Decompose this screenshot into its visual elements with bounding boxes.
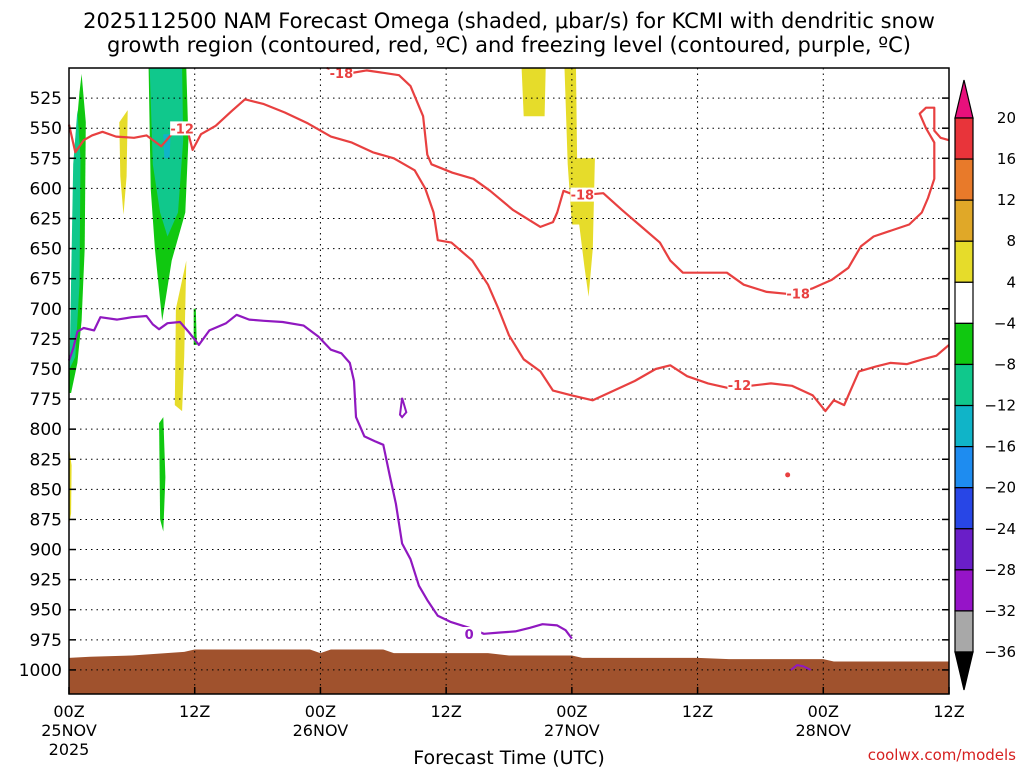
y-tick-label-675: 675 bbox=[30, 270, 62, 290]
x-tick-label-3: 12Z bbox=[430, 702, 461, 721]
freezing-contour-small bbox=[398, 397, 408, 419]
contour-label-bg--18-1 bbox=[570, 187, 595, 202]
y-tick-label-750: 750 bbox=[30, 360, 62, 380]
colorbar-label-8: 8 bbox=[1006, 232, 1016, 250]
colorbar-box-8 bbox=[954, 446, 974, 489]
colorbar-label-12: 12 bbox=[997, 191, 1016, 209]
colorbar-box-10 bbox=[954, 528, 974, 571]
plot-frame bbox=[68, 67, 950, 695]
omega-region-9 bbox=[159, 417, 166, 532]
colorbar-box-5 bbox=[954, 322, 974, 366]
x-tick-label-2: 00Z bbox=[305, 702, 336, 721]
colorbar-label-16: 16 bbox=[997, 150, 1016, 168]
colorbar-bottom-triangle bbox=[954, 651, 974, 691]
y-tick-label-650: 650 bbox=[30, 240, 62, 260]
contour-label--18-1: -18 bbox=[571, 189, 595, 204]
y-tick-label-950: 950 bbox=[30, 601, 62, 621]
y-tick-label-825: 825 bbox=[30, 450, 62, 470]
colorbar: 20 16 12 8 4 −4 −8 −12 −16 −20 −24 −28 −32 −36 bbox=[954, 79, 1016, 691]
y-tick-label-775: 775 bbox=[30, 390, 62, 410]
y-tick-label-700: 700 bbox=[30, 300, 62, 320]
x-tick-label-1: 12Z bbox=[179, 702, 210, 721]
x-tick-date-6: 28NOV bbox=[795, 721, 851, 740]
contour-label-0-0: 0 bbox=[465, 628, 474, 643]
x-tick-date-2: 26NOV bbox=[293, 721, 349, 740]
y-tick-label-800: 800 bbox=[30, 420, 62, 440]
colorbar-label--16: −16 bbox=[984, 438, 1016, 456]
contour-layer: -12 -12 -18 -18 -18 0 bbox=[67, 66, 950, 671]
y-tick-label-625: 625 bbox=[30, 209, 62, 229]
colorbar-label-20: 20 bbox=[997, 109, 1016, 127]
colorbar-box-4 bbox=[954, 281, 974, 324]
x-tick-date-4: 27NOV bbox=[544, 721, 600, 740]
colorbar-label--20: −20 bbox=[984, 479, 1016, 497]
colorbar-box-1 bbox=[954, 158, 974, 201]
colorbar-box-0 bbox=[954, 117, 974, 160]
contour-label-bg--18-0 bbox=[329, 66, 354, 81]
y-tick-label-875: 875 bbox=[30, 510, 62, 530]
x-tick-label-0: 00Z bbox=[53, 702, 84, 721]
omega-region-1 bbox=[69, 110, 81, 369]
colorbar-label-4: 4 bbox=[1006, 273, 1016, 291]
terrain-fill bbox=[69, 649, 949, 694]
x-tick-year-0: 2025 bbox=[49, 740, 90, 759]
dgz-contour-dot bbox=[785, 472, 791, 478]
grid-layer bbox=[69, 68, 949, 694]
colorbar-box-2 bbox=[954, 199, 974, 242]
y-tick-label-575: 575 bbox=[30, 149, 62, 169]
omega-region-10 bbox=[521, 68, 546, 117]
colorbar-box-11 bbox=[954, 569, 974, 612]
y-tick-label-1000: 1000 bbox=[19, 661, 62, 681]
omega-region-11 bbox=[564, 68, 595, 297]
plot-background bbox=[69, 68, 949, 694]
y-tick-label-725: 725 bbox=[30, 330, 62, 350]
colorbar-label--8: −8 bbox=[994, 355, 1016, 373]
chart-title-line-2: growth region (contoured, red, ºC) and f… bbox=[107, 33, 911, 57]
contour-label--18-0: -18 bbox=[330, 67, 354, 82]
y-tick-label-850: 850 bbox=[30, 480, 62, 500]
colorbar-box-3 bbox=[954, 240, 974, 283]
contour-label--18-2: -18 bbox=[786, 287, 810, 302]
colorbar-label--12: −12 bbox=[984, 397, 1016, 415]
colorbar-label--28: −28 bbox=[984, 561, 1016, 579]
y-tick-label-600: 600 bbox=[30, 179, 62, 199]
contour-label-bg--18-2 bbox=[786, 286, 811, 301]
colorbar-label--36: −36 bbox=[984, 643, 1016, 661]
x-tick-label-7: 12Z bbox=[933, 702, 964, 721]
contour-label-bg--12-0 bbox=[170, 121, 195, 136]
credit-text: coolwx.com/models bbox=[868, 746, 1016, 764]
x-tick-date-0: 25NOV bbox=[41, 721, 97, 740]
colorbar-box-6 bbox=[954, 363, 974, 407]
chart-title-line-1: 2025112500 NAM Forecast Omega (shaded, μ… bbox=[83, 9, 935, 33]
contour-label-bg--12-1 bbox=[727, 377, 752, 392]
omega-region-7 bbox=[174, 260, 187, 412]
colorbar-box-7 bbox=[954, 404, 974, 448]
x-tick-label-6: 00Z bbox=[808, 702, 839, 721]
x-tick-label-5: 12Z bbox=[682, 702, 713, 721]
y-tick-label-900: 900 bbox=[30, 541, 62, 561]
y-axis: 525 550 575 600 625 650 675 700 725 750 775 800 825 8… bbox=[19, 89, 949, 681]
colorbar-box-12 bbox=[954, 610, 974, 653]
y-tick-label-525: 525 bbox=[30, 89, 62, 109]
colorbar-label--24: −24 bbox=[984, 520, 1016, 538]
plot-area: -12 -12 -18 -18 -18 0 bbox=[67, 66, 950, 695]
freezing-contour-small-2 bbox=[790, 664, 812, 671]
contour-label-bg-0-0 bbox=[457, 627, 482, 642]
contour-line--18 bbox=[326, 66, 950, 296]
colorbar-label--4: −4 bbox=[994, 314, 1016, 332]
x-axis-title: Forecast Time (UTC) bbox=[413, 747, 604, 768]
contour-label--12-0: -12 bbox=[170, 122, 194, 137]
terrain-layer bbox=[69, 649, 949, 694]
colorbar-box-9 bbox=[954, 487, 974, 530]
x-tick-label-4: 00Z bbox=[556, 702, 587, 721]
colorbar-label--32: −32 bbox=[984, 602, 1016, 620]
y-tick-label-925: 925 bbox=[30, 571, 62, 591]
y-tick-label-550: 550 bbox=[30, 119, 62, 139]
contour-label--12-1: -12 bbox=[728, 379, 752, 394]
omega-region-8 bbox=[193, 308, 197, 345]
y-tick-label-975: 975 bbox=[30, 631, 62, 651]
